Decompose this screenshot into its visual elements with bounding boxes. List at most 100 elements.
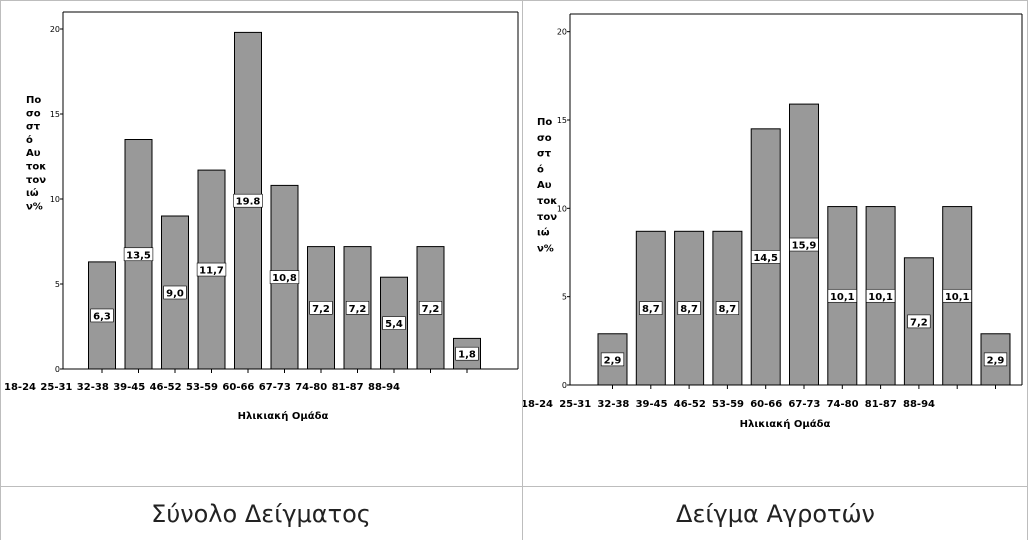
value-label: 13,5	[126, 250, 151, 261]
value-label: 6,3	[93, 311, 111, 322]
table-divider-vertical	[522, 0, 523, 540]
y-tick-label: 0	[562, 381, 567, 390]
value-label: 19.8	[236, 197, 261, 208]
value-label: 7,2	[910, 317, 928, 328]
y-axis-title-line: Πο	[26, 95, 41, 106]
table-border-top	[0, 0, 1028, 1]
y-tick-label: 0	[55, 365, 60, 374]
y-axis-title-line: τοκ	[537, 196, 557, 207]
value-label: 10,8	[272, 273, 297, 284]
y-axis-title-line: σο	[26, 108, 41, 119]
value-label-box	[382, 316, 406, 330]
x-category-label: 60-66	[750, 399, 782, 410]
table-border-left	[0, 0, 1, 540]
x-category-label: 88-94	[903, 399, 935, 410]
y-tick-label: 10	[50, 195, 60, 204]
y-axis-title-line: σο	[537, 133, 552, 144]
value-label-box	[639, 301, 663, 315]
value-label-box	[751, 250, 781, 264]
value-label-box	[123, 247, 154, 262]
y-axis-title-line: Αυ	[537, 180, 552, 191]
x-axis-title: Ηλικιακή Ομάδα	[238, 410, 329, 422]
value-label: 7,2	[422, 304, 440, 315]
x-category-label: 53-59	[186, 382, 218, 393]
y-tick-label: 10	[557, 204, 567, 213]
x-category-label: 39-45	[636, 399, 668, 410]
value-label: 10,1	[868, 292, 893, 303]
value-label-box	[600, 352, 625, 367]
y-tick-label: 20	[557, 28, 567, 37]
y-axis-title-line: ν%	[537, 243, 554, 254]
caption-farmers-sample: Δείγμα Αγροτών	[676, 500, 875, 528]
value-label: 8,7	[719, 304, 737, 315]
value-label: 7,2	[312, 304, 330, 315]
x-category-label: 74-80	[295, 382, 327, 393]
value-label-box	[269, 270, 300, 285]
value-label: 9,0	[166, 289, 184, 300]
value-label-box	[789, 237, 819, 252]
value-label-box	[455, 346, 479, 361]
value-label: 15,9	[792, 241, 817, 252]
value-label-box	[827, 288, 857, 303]
value-label: 2,9	[604, 355, 622, 366]
x-category-label: 88-94	[368, 382, 400, 393]
chart-total-sample: 0 5 10 15 20 6,3 13,5 9,0 11,7 19.8 10,8 7,2 7,2 5,4 7…	[4, 11, 519, 422]
y-axis-title-line: στ	[537, 149, 552, 160]
y-tick-label: 15	[50, 110, 60, 119]
value-label-box	[163, 285, 187, 300]
x-category-label: 60-66	[222, 382, 254, 393]
y-axis-title-line: Πο	[537, 117, 552, 128]
value-label-box	[233, 193, 263, 208]
value-label: 7,2	[349, 304, 367, 315]
y-axis-title-line: ό	[537, 163, 544, 175]
y-axis-title-line: Αυ	[26, 148, 41, 159]
value-label-box	[942, 288, 972, 303]
x-category-label: 46-52	[674, 399, 706, 410]
caption-total-sample: Σύνολο Δείγματος	[151, 500, 371, 528]
value-label: 1,8	[458, 350, 476, 361]
x-category-label: 81-87	[332, 382, 364, 393]
y-tick-label: 5	[55, 280, 60, 289]
value-label-box	[983, 352, 1008, 367]
x-category-label: 32-38	[77, 382, 109, 393]
y-tick-label: 5	[562, 293, 567, 302]
value-label: 8,7	[680, 304, 698, 315]
y-axis-title-line: τον	[26, 175, 46, 186]
x-category-label: 32-38	[597, 399, 629, 410]
value-label-box	[865, 288, 896, 303]
value-label-box	[309, 300, 333, 315]
x-category-label: 18-24	[523, 399, 553, 410]
y-axis-title-line: ν%	[26, 201, 43, 212]
x-category-label: 46-52	[150, 382, 182, 393]
x-category-label: 25-31	[40, 382, 72, 393]
x-category-label: 81-87	[865, 399, 897, 410]
value-label: 10,1	[830, 292, 855, 303]
y-tick-label: 15	[557, 116, 567, 125]
x-category-label: 67-73	[788, 399, 820, 410]
value-label: 11,7	[199, 266, 224, 277]
y-tick-label: 20	[50, 25, 60, 34]
x-category-label: 53-59	[712, 399, 744, 410]
y-axis-title-line: στ	[26, 122, 41, 133]
y-axis-title-line: τοκ	[26, 162, 46, 173]
value-label-box	[907, 314, 931, 329]
x-category-label: 25-31	[559, 399, 591, 410]
value-label-box	[418, 300, 443, 315]
y-axis-title-line: ιώ	[26, 187, 39, 199]
value-label-box	[345, 300, 370, 315]
x-category-label: 74-80	[827, 399, 859, 410]
value-label-box	[90, 308, 114, 323]
value-label: 10,1	[945, 292, 970, 303]
value-label-box	[677, 301, 701, 315]
y-axis-title-line: ό	[26, 134, 33, 146]
value-label: 2,9	[987, 355, 1005, 366]
x-category-label: 67-73	[259, 382, 291, 393]
value-label: 5,4	[385, 319, 403, 330]
table-border-middle	[0, 486, 1028, 487]
value-label: 8,7	[642, 304, 660, 315]
value-label-box	[196, 262, 227, 277]
chart-farmers-sample: 0 5 10 15 20 2,9 8,7 8,7 8,7 14,5 15,9 10,1 10,1 7,2 1…	[523, 13, 1023, 430]
value-label: 14,5	[753, 253, 778, 264]
value-label-box	[715, 301, 740, 315]
